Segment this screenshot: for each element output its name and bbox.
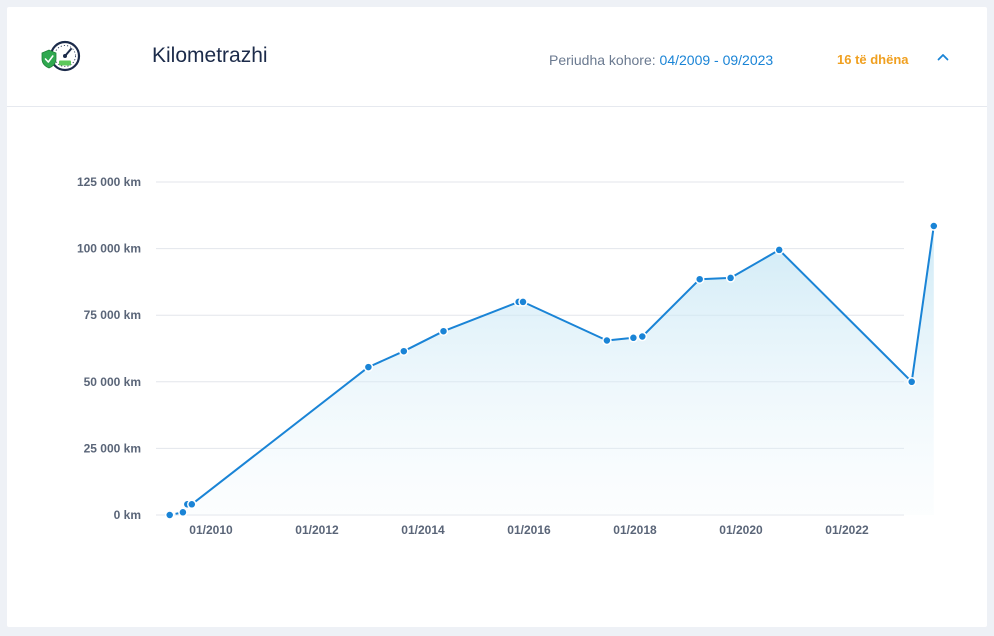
x-tick-label: 01/2012 <box>295 523 339 537</box>
data-point[interactable] <box>187 499 197 510</box>
data-count-badge: 16 të dhëna <box>837 52 909 67</box>
data-point[interactable] <box>929 221 939 231</box>
period-info: Periudha kohore: 04/2009 - 09/2023 <box>549 52 773 68</box>
data-point[interactable] <box>438 326 449 336</box>
period-label: Periudha kohore: <box>549 52 656 68</box>
series-area <box>169 226 934 515</box>
x-tick-label: 01/2016 <box>507 523 551 537</box>
y-tick-label: 75 000 km <box>84 308 141 322</box>
period-range: 04/2009 - 09/2023 <box>659 52 774 68</box>
speedometer-shield-icon <box>41 40 81 72</box>
page-title: Kilometrazhi <box>152 44 268 67</box>
data-point[interactable] <box>906 377 917 387</box>
data-point[interactable] <box>363 362 374 372</box>
chart-area <box>169 226 934 515</box>
data-point[interactable] <box>164 510 175 520</box>
x-tick-label: 01/2018 <box>613 523 657 537</box>
data-point[interactable] <box>399 346 409 356</box>
chevron-up-icon[interactable] <box>933 47 953 67</box>
chart-points <box>164 221 939 520</box>
y-tick-label: 0 km <box>114 508 141 522</box>
data-point[interactable] <box>725 273 736 283</box>
card-header: Kilometrazhi Periudha kohore: 04/2009 - … <box>7 7 987 107</box>
x-tick-label: 01/2020 <box>719 523 763 537</box>
series-line <box>182 225 935 513</box>
y-tick-label: 50 000 km <box>84 375 141 389</box>
x-axis-labels: 01/2010 01/2012 01/2014 01/2016 01/2018 01/20… <box>189 523 869 537</box>
y-tick-label: 100 000 km <box>77 242 141 256</box>
x-tick-label: 01/2010 <box>189 523 233 537</box>
data-point[interactable] <box>178 507 188 518</box>
y-axis-labels: 0 km 25 000 km 50 000 km 75 000 km 100 000 k… <box>77 175 141 522</box>
y-tick-label: 25 000 km <box>84 441 141 455</box>
data-point[interactable] <box>518 297 528 307</box>
data-point[interactable] <box>637 331 648 342</box>
x-tick-label: 01/2014 <box>401 523 445 537</box>
data-point[interactable] <box>694 274 705 284</box>
x-tick-label: 01/2022 <box>825 523 869 537</box>
data-point[interactable] <box>774 245 784 255</box>
y-tick-label: 125 000 km <box>77 175 141 189</box>
data-point[interactable] <box>628 333 639 343</box>
data-point[interactable] <box>602 335 612 346</box>
mileage-card: Kilometrazhi Periudha kohore: 04/2009 - … <box>7 7 987 627</box>
mileage-chart: 0 km 25 000 km 50 000 km 75 000 km 100 000 k… <box>77 175 939 537</box>
